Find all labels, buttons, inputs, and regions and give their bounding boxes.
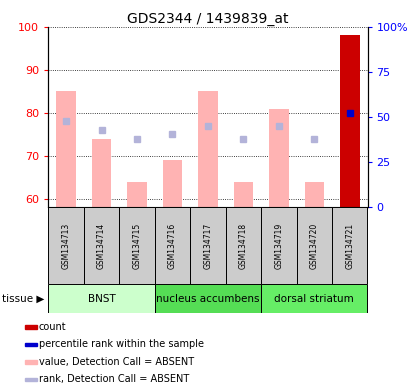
Bar xyxy=(24,343,37,346)
Bar xyxy=(304,182,324,207)
Bar xyxy=(84,207,119,284)
Bar xyxy=(190,207,226,284)
Bar xyxy=(155,207,190,284)
Bar xyxy=(127,182,147,207)
Text: GSM134720: GSM134720 xyxy=(310,223,319,269)
Text: GSM134715: GSM134715 xyxy=(132,223,142,269)
Bar xyxy=(269,109,289,207)
Bar xyxy=(24,360,37,364)
Bar xyxy=(332,207,368,284)
Bar xyxy=(48,207,84,284)
Text: nucleus accumbens: nucleus accumbens xyxy=(156,293,260,304)
Bar xyxy=(24,325,37,329)
Bar xyxy=(198,91,218,207)
Bar xyxy=(261,284,368,313)
Bar xyxy=(24,377,37,381)
Bar xyxy=(155,284,261,313)
Bar xyxy=(261,207,297,284)
Text: count: count xyxy=(39,322,66,332)
Text: percentile rank within the sample: percentile rank within the sample xyxy=(39,339,204,349)
Bar xyxy=(56,91,76,207)
Text: value, Detection Call = ABSENT: value, Detection Call = ABSENT xyxy=(39,357,194,367)
Text: GSM134719: GSM134719 xyxy=(274,223,284,269)
Bar xyxy=(48,284,155,313)
Text: BNST: BNST xyxy=(88,293,116,304)
Text: GSM134717: GSM134717 xyxy=(203,223,213,269)
Text: rank, Detection Call = ABSENT: rank, Detection Call = ABSENT xyxy=(39,374,189,384)
Bar xyxy=(340,35,360,207)
Text: GSM134718: GSM134718 xyxy=(239,223,248,269)
Bar xyxy=(234,182,253,207)
Text: GSM134713: GSM134713 xyxy=(62,223,71,269)
Title: GDS2344 / 1439839_at: GDS2344 / 1439839_at xyxy=(127,12,289,26)
Text: GSM134714: GSM134714 xyxy=(97,223,106,269)
Bar xyxy=(226,207,261,284)
Text: tissue ▶: tissue ▶ xyxy=(2,293,44,304)
Text: GSM134716: GSM134716 xyxy=(168,223,177,269)
Text: GSM134721: GSM134721 xyxy=(345,223,354,269)
Bar xyxy=(163,160,182,207)
Bar xyxy=(297,207,332,284)
Text: dorsal striatum: dorsal striatum xyxy=(274,293,354,304)
Bar xyxy=(92,139,111,207)
Bar xyxy=(119,207,155,284)
